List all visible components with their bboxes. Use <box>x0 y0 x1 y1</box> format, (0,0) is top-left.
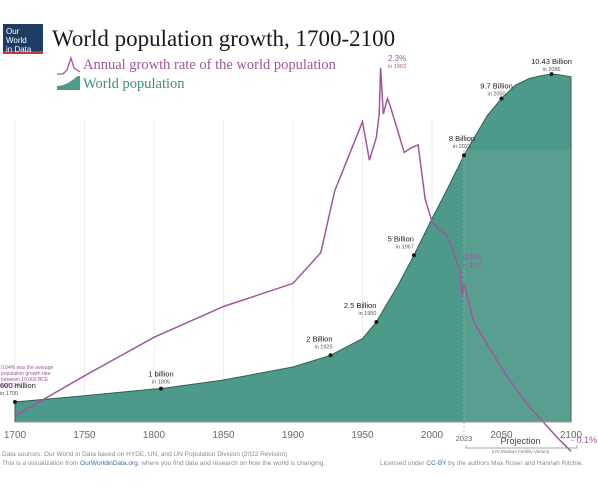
population-marker-1960 <box>374 319 379 324</box>
growth-end-value: - 0.1% <box>571 435 597 445</box>
growth-rate-line <box>14 67 572 452</box>
population-marker-2023 <box>461 153 466 158</box>
population-marker-1987 <box>411 253 416 258</box>
population-marker-1805 <box>158 386 163 391</box>
population-sublabel-2023: in 2023 <box>453 144 471 150</box>
population-label-1927: 2 Billion <box>306 334 332 343</box>
population-sublabel-1927: in 1925 <box>314 344 332 350</box>
population-sublabel-1805: in 1805 <box>152 380 170 386</box>
growth-peak-value: 2.3% <box>388 54 406 63</box>
legend-population-icon <box>57 76 80 90</box>
x-tick-label-1900: 1900 <box>282 430 305 441</box>
footer-license-link[interactable]: CC-BY <box>426 460 447 467</box>
x-tick-label-2100: 2100 <box>560 430 583 441</box>
population-sublabel-1960: in 1950 <box>358 311 376 317</box>
growth-start-note-line-2: population growth rate <box>1 371 51 377</box>
population-label-1987: 5 Billion <box>388 234 414 243</box>
growth-current-sub: in 2023 <box>463 263 481 269</box>
population-marker-2050 <box>499 96 504 101</box>
x-tick-label-1700: 1700 <box>4 430 27 441</box>
population-area <box>14 73 572 423</box>
footer-sources: Data sources: Our World in Data based on… <box>2 451 288 458</box>
population-marker-1927 <box>328 353 333 358</box>
population-label-2086: 10.43 Billion <box>531 57 572 66</box>
population-sublabel-2086: in 2086 <box>543 67 561 73</box>
population-label-1805: 1 billion <box>148 370 173 379</box>
population-label-1700: 600 million <box>0 381 36 390</box>
x-tick-label-1850: 1850 <box>212 430 235 441</box>
footer-owid-link[interactable]: OurWorldinData.org <box>80 460 138 467</box>
x-tick-label-2023: 2023 <box>456 434 473 443</box>
population-sublabel-1700: in 1700 <box>0 391 18 397</box>
x-tick-label-1950: 1950 <box>351 430 374 441</box>
chart-title: World population growth, 1700-2100 <box>52 26 396 51</box>
growth-start-note-line-3: between 10,000 BCE <box>1 377 49 383</box>
footer-license-pre: Licensed under <box>380 460 427 467</box>
footer-license: Licensed under CC-BY by the authors Max … <box>380 460 583 467</box>
growth-start-note-line-4: and 1700 <box>1 383 22 389</box>
legend-growth-rate-label: Annual growth rate of the world populati… <box>83 57 336 73</box>
projection-bracket <box>465 445 578 449</box>
footer-license-post: by the authors Max Roser and Hannah Ritc… <box>446 460 584 467</box>
population-label-1960: 2.5 Billion <box>344 301 377 310</box>
logo-line-1: Our World <box>6 27 27 45</box>
population-marker-2086 <box>549 72 554 77</box>
projection-sublabel: (UN Medium Fertility Variant) <box>492 449 550 454</box>
footer-visualization-note: This is a visualization from OurWorldinD… <box>2 460 325 467</box>
population-marker-1700 <box>13 399 17 404</box>
logo-line-2: in Data <box>6 45 32 54</box>
x-tick-label-2050: 2050 <box>490 430 513 441</box>
projection-shade <box>463 150 571 422</box>
legend-growth-icon <box>57 55 81 75</box>
footer-vis-post: , where you find data and research on ho… <box>137 460 326 467</box>
population-label-2050: 9.7 Billion <box>480 82 513 91</box>
owid-logo[interactable]: Our World in Data <box>3 24 43 54</box>
legend-population-label: World population <box>83 76 185 92</box>
growth-current-value: 0.9% <box>463 253 481 262</box>
population-label-2023: 8 Billion <box>449 134 475 143</box>
x-tick-label-1800: 1800 <box>143 430 166 441</box>
growth-peak-sub: in 1963 <box>388 64 406 70</box>
growth-start-note-line-1: 0.04% was the average <box>1 365 53 371</box>
population-sublabel-1987: in 1967 <box>396 244 414 250</box>
population-sublabel-2050: in 2050 <box>487 92 505 98</box>
footer-vis-pre: This is a visualization from <box>2 460 81 467</box>
projection-label: Projection <box>500 436 540 446</box>
x-tick-label-1750: 1750 <box>73 430 96 441</box>
x-tick-label-2000: 2000 <box>421 430 444 441</box>
